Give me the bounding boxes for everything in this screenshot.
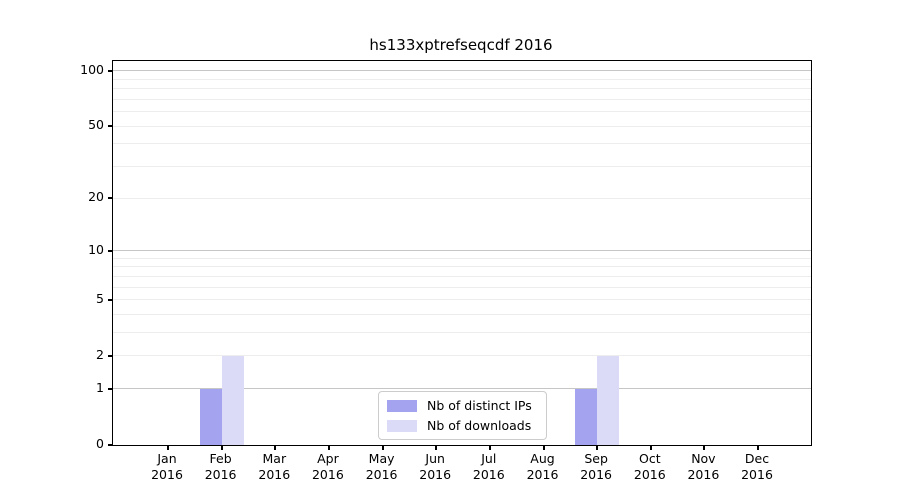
x-tick-mark (435, 446, 438, 450)
x-tick-label: Mar 2016 (258, 451, 291, 482)
chart-title: hs133xptrefseqcdf 2016 (369, 36, 553, 54)
x-axis-tick-labels: Jan 2016 Feb 2016 Mar 2016 Apr 2016 May 2016… (112, 451, 810, 491)
minor-gridline (113, 197, 811, 199)
y-axis-tick-labels: 0 1 2 5 10 20 50 100 (0, 60, 104, 451)
y-tick-mark (108, 197, 112, 200)
y-tick-label: 5 (96, 290, 104, 306)
y-tick-label: 2 (96, 346, 104, 362)
x-tick-mark (542, 446, 545, 450)
minor-gridline (113, 332, 811, 334)
legend-entry: Nb of downloads (387, 418, 536, 433)
x-tick-label: Apr 2016 (311, 451, 344, 482)
y-tick-mark (108, 125, 112, 128)
x-tick-mark (167, 446, 169, 450)
legend-swatch (387, 419, 417, 432)
y-tick-label: 100 (80, 61, 104, 77)
minor-gridline (113, 78, 811, 80)
x-tick-mark (220, 446, 223, 450)
minor-gridline (113, 125, 811, 127)
x-tick-label: Feb 2016 (204, 451, 237, 482)
minor-gridline (113, 257, 811, 259)
x-tick-mark (381, 446, 384, 450)
y-tick-mark (108, 354, 112, 357)
x-tick-mark (488, 446, 491, 450)
x-tick-label: Oct 2016 (633, 451, 666, 482)
x-tick-label: Jul 2016 (472, 451, 505, 482)
y-tick-mark (108, 444, 112, 446)
major-gridline (113, 250, 811, 252)
x-tick-mark (649, 446, 652, 450)
legend-swatch (387, 399, 417, 412)
bar-nb-of-distinct-ips (575, 388, 598, 445)
minor-gridline (113, 88, 811, 90)
minor-gridline (113, 98, 811, 100)
legend-entry: Nb of distinct IPs (387, 398, 536, 413)
minor-gridline (113, 266, 811, 268)
minor-gridline (113, 286, 811, 288)
x-tick-mark (596, 446, 599, 450)
y-tick-mark (108, 69, 112, 72)
legend: Nb of distinct IPs Nb of downloads (378, 391, 547, 440)
x-tick-label: Nov 2016 (687, 451, 720, 482)
y-tick-label: 10 (88, 241, 104, 257)
legend-entry-label: Nb of distinct IPs (427, 398, 532, 413)
y-tick-label: 1 (96, 379, 104, 395)
minor-gridline (113, 299, 811, 301)
minor-gridline (113, 275, 811, 277)
major-gridline (113, 70, 811, 72)
y-tick-mark (108, 387, 112, 390)
x-tick-label: Aug 2016 (526, 451, 559, 482)
minor-gridline (113, 111, 811, 113)
minor-gridline (113, 143, 811, 145)
x-tick-mark (274, 446, 277, 450)
x-tick-mark (703, 446, 706, 450)
x-tick-label: Jun 2016 (419, 451, 452, 482)
legend-entry-label: Nb of downloads (427, 418, 532, 433)
y-tick-label: 0 (96, 436, 104, 451)
minor-gridline (113, 314, 811, 315)
x-tick-label: Jan 2016 (151, 451, 183, 482)
x-tick-label: Dec 2016 (741, 451, 773, 482)
bar-nb-of-downloads (597, 355, 620, 445)
plot-area: Nb of distinct IPs Nb of downloads (108, 60, 812, 450)
y-tick-label: 20 (88, 189, 104, 205)
x-tick-label: Sep 2016 (580, 451, 612, 482)
y-tick-mark (108, 298, 112, 301)
bar-nb-of-downloads (221, 355, 244, 445)
x-tick-mark (757, 446, 759, 450)
x-tick-label: May 2016 (365, 451, 398, 482)
minor-gridline (113, 166, 811, 168)
y-tick-mark (108, 249, 112, 252)
x-tick-mark (327, 446, 330, 450)
major-gridline (113, 388, 811, 390)
y-tick-label: 50 (88, 117, 104, 133)
bar-nb-of-distinct-ips (199, 388, 222, 445)
minor-gridline (113, 355, 811, 357)
